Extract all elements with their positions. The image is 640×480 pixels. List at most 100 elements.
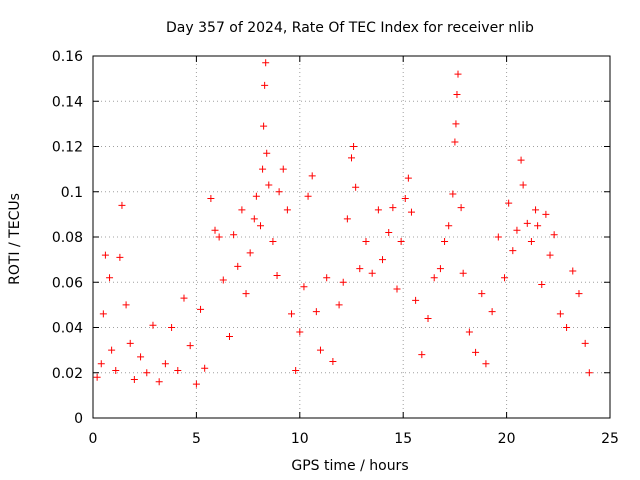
data-point [374,206,382,214]
y-tick-label: 0.1 [61,185,83,201]
data-point [523,219,531,227]
data-point [259,165,267,173]
data-point [457,204,465,212]
data-point [292,366,300,374]
data-point [451,138,459,146]
data-point [401,195,409,203]
data-point [265,181,273,189]
data-point [352,183,360,191]
data-point [260,122,268,130]
data-point [225,333,233,341]
data-point [550,231,558,239]
data-point [108,346,116,354]
data-point [459,269,467,277]
data-point [527,238,535,246]
y-tick-label: 0.08 [52,230,83,246]
data-point [273,271,281,279]
data-point [581,339,589,347]
data-point [283,206,291,214]
data-point [452,120,460,128]
x-tick-label: 0 [89,431,98,447]
chart-title: Day 357 of 2024, Rate Of TEC Index for r… [166,20,534,36]
data-point [252,192,260,200]
data-point [454,70,462,78]
data-point [478,290,486,298]
data-point [186,342,194,350]
data-point [563,324,571,331]
data-point [379,256,387,264]
data-point [519,181,527,189]
data-point [304,192,312,200]
data-point [407,208,415,216]
data-point [106,274,114,282]
data-point [275,188,283,196]
data-point [126,339,134,347]
data-point [534,222,542,230]
data-point [308,172,316,180]
data-point [93,373,101,381]
x-tick-label: 25 [601,431,619,447]
data-point [362,238,370,246]
data-point [288,310,296,318]
data-point [335,301,343,309]
data-point [101,251,109,259]
data-point [488,308,496,316]
data-point [397,238,405,246]
data-point [180,294,188,302]
data-point [316,346,324,354]
data-point [130,376,138,384]
data-point [192,380,200,388]
data-point [329,357,337,365]
data-point [174,366,182,374]
x-tick-label: 20 [498,431,516,447]
data-point [323,274,331,282]
data-point [122,301,130,309]
x-tick-label: 15 [394,431,412,447]
data-point [149,321,157,329]
data-point [215,233,223,241]
y-tick-label: 0.02 [52,366,83,382]
x-axis-label: GPS time / hours [291,458,408,474]
data-point [505,199,513,207]
data-point [219,276,227,284]
data-point [356,265,364,273]
data-point [418,351,426,359]
data-point [279,165,287,173]
data-point [424,314,432,322]
data-points [93,59,593,388]
data-point [542,210,550,218]
data-point [257,222,265,230]
data-point [556,310,564,318]
data-point [385,228,393,236]
data-point [242,290,250,298]
data-point [348,154,355,162]
data-point [263,149,271,157]
data-point [472,348,480,356]
y-axis-label: ROTI / TECUs [7,193,23,285]
data-point [246,249,254,257]
data-point [262,59,270,67]
data-point [197,305,205,313]
data-point [116,253,124,261]
data-point [234,262,242,270]
data-point [201,364,209,372]
data-point [569,267,577,275]
data-point [261,81,269,89]
data-point [207,195,215,203]
y-tick-label: 0.06 [52,275,83,291]
data-point [482,360,490,368]
data-point [312,308,320,316]
data-point [296,328,304,336]
data-point [238,206,246,214]
axis-ticks: 0 5 10 15 20 25 0 0.02 0.04 0.06 0.08 0.1 0.12 0.14 0.… [52,49,619,447]
data-point [449,190,457,198]
data-point [501,274,509,282]
data-point [269,238,277,246]
plot-frame [92,55,611,419]
data-point [441,238,449,246]
data-point [538,281,546,289]
data-point [453,90,461,98]
x-tick-label: 10 [291,431,309,447]
data-point [412,296,420,304]
